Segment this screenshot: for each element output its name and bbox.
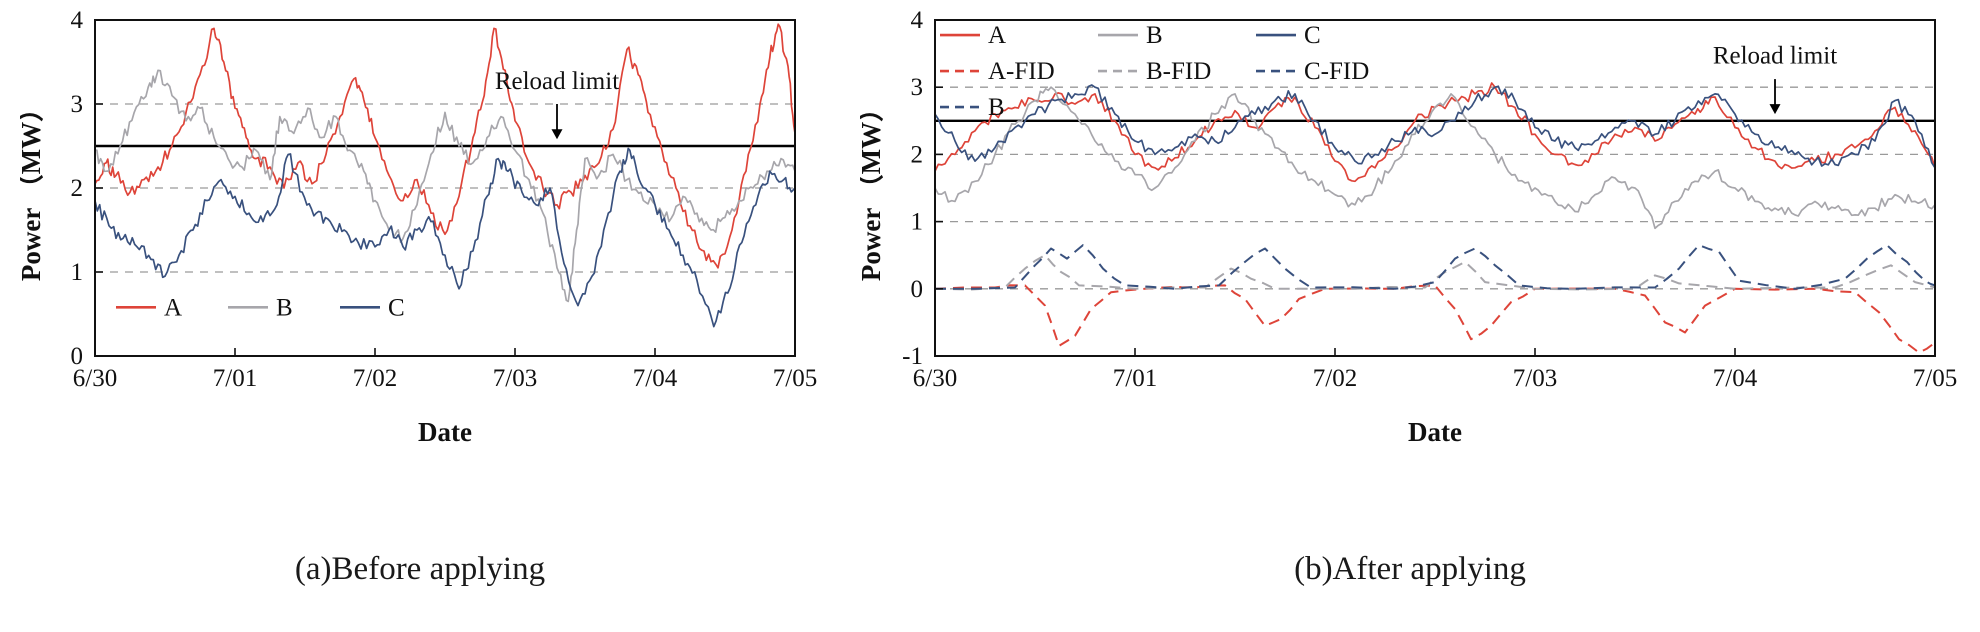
x-tick-label: 6/30	[913, 365, 957, 392]
y-tick-label: 4	[911, 7, 924, 34]
legend-label-C: C	[1304, 22, 1321, 49]
series-A-line	[935, 82, 1935, 183]
legend-label-A: A	[988, 22, 1006, 49]
x-tick-label: 7/03	[493, 365, 537, 392]
series-B-line	[935, 86, 1935, 230]
series-C-FID-line	[935, 244, 1935, 290]
x-tick-label: 7/01	[1113, 365, 1157, 392]
x-tick-label: 7/02	[353, 365, 397, 392]
x-tick-label: 7/05	[1913, 365, 1957, 392]
legend-label-B: B	[276, 294, 293, 321]
legend-label-C-FID: C-FID	[1304, 58, 1369, 85]
y-tick-label: 2	[71, 175, 84, 202]
reload-limit-arrowhead	[1769, 104, 1781, 115]
y-tick-label: 3	[71, 91, 84, 118]
legend-label-B: B	[988, 94, 1005, 121]
x-axis-label: Date	[418, 417, 472, 447]
y-axis-label: Power （MW）	[20, 95, 46, 281]
y-axis-label: Power （MW）	[860, 95, 886, 281]
series-C-line	[935, 84, 1935, 169]
axes-frame	[934, 19, 1936, 357]
caption-after: (b)After applying	[1294, 551, 1526, 587]
chart-after-svg: 6/30 7/01 7/02 7/03 7/04 7/05 -1 0 1 2 3 4 Date Power…	[860, 7, 1957, 447]
y-tick-label: 3	[911, 74, 924, 101]
reload-limit-annotation: Reload limit	[1713, 43, 1837, 70]
x-axis-label: Date	[1408, 417, 1462, 447]
legend-label-A: A	[164, 294, 182, 321]
y-tick-label: 2	[911, 141, 924, 168]
legend-label-C: C	[388, 294, 405, 321]
chart-before-svg: 6/30 7/01 7/02 7/03 7/04 7/05 0 1 2 3 4 Date Power （…	[20, 7, 817, 447]
x-tick-label: 7/04	[1713, 365, 1758, 392]
chart-after-figure: 6/30 7/01 7/02 7/03 7/04 7/05 -1 0 1 2 3 4 Date Power…	[840, 0, 1980, 588]
series-A-FID-line	[935, 284, 1935, 354]
series-A-line	[95, 23, 795, 269]
legend-label-B: B	[1146, 22, 1163, 49]
y-tick-label: 4	[71, 7, 84, 34]
reload-limit-annotation: Reload limit	[495, 68, 619, 95]
legend-label-A-FID: A-FID	[988, 58, 1055, 85]
x-tick-label: 7/02	[1313, 365, 1357, 392]
y-tick-label: 1	[71, 259, 84, 286]
caption-before: (a)Before applying	[294, 551, 546, 587]
y-tick-label: 0	[911, 276, 924, 303]
series-B-FID-line	[935, 254, 1935, 291]
chart-before-figure: 6/30 7/01 7/02 7/03 7/04 7/05 0 1 2 3 4 Date Power （…	[0, 0, 840, 588]
series-B-line	[95, 69, 795, 303]
legend-label-B-FID: B-FID	[1146, 58, 1211, 85]
series-C-line	[95, 147, 795, 328]
x-tick-label: 7/03	[1513, 365, 1557, 392]
y-tick-label: 0	[71, 343, 84, 370]
x-tick-label: 6/30	[73, 365, 117, 392]
y-tick-label: -1	[902, 343, 923, 370]
reload-limit-arrowhead	[551, 129, 563, 140]
x-tick-label: 7/04	[633, 365, 678, 392]
y-tick-label: 1	[911, 209, 924, 236]
x-tick-label: 7/05	[773, 365, 817, 392]
x-tick-label: 7/01	[213, 365, 257, 392]
figures-row: 6/30 7/01 7/02 7/03 7/04 7/05 0 1 2 3 4 Date Power （…	[0, 0, 1980, 588]
